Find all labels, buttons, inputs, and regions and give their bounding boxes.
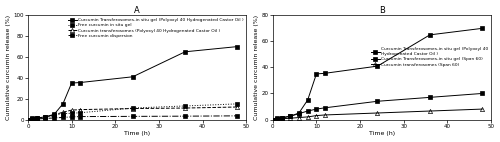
Curcumin transferosomes (Polyoxyl 40 Hydrogenated Castor Oil ) [51, 114, 57, 116]
Curcumin transferosomes (Span 60) [287, 117, 293, 119]
Curcumin Transferosomes-in situ gel (Polyoxyl 40
Hydrogenated Castor Oil ) [314, 73, 320, 75]
Free curcumin dispersion [68, 116, 74, 118]
Free curcumin in situ gel [130, 107, 136, 109]
Curcumin transferosomes (Span 60) [479, 108, 485, 110]
Curcumin Transferosomes-in situ gel (Polyoxyl 40
Hydrogenated Castor Oil ) [374, 65, 380, 67]
X-axis label: Time (h): Time (h) [369, 131, 395, 136]
Free curcumin in situ gel [25, 119, 31, 120]
Curcumin transferosomes (Polyoxyl 40 Hydrogenated Castor Oil ) [234, 106, 240, 108]
Curcumin Transferosomes-in situ gel (Polyoxyl 40 Hydrogenated Castor Oil ) [234, 46, 240, 47]
Curcumin transferosomes (Polyoxyl 40 Hydrogenated Castor Oil ) [130, 108, 136, 109]
Curcumin transferosomes (Polyoxyl 40 Hydrogenated Castor Oil ) [34, 118, 40, 119]
Curcumin transferosomes (Polyoxyl 40 Hydrogenated Castor Oil ) [30, 118, 36, 120]
Curcumin transferosomes (Polyoxyl 40 Hydrogenated Castor Oil ) [42, 116, 48, 118]
Line: Free curcumin in situ gel: Free curcumin in situ gel [26, 102, 240, 122]
Curcumin transferosomes (Span 60) [374, 112, 380, 114]
Free curcumin dispersion [30, 118, 36, 120]
Curcumin Transferosomes-in situ gel (Polyoxyl 40
Hydrogenated Castor Oil ) [296, 112, 302, 114]
Line: Curcumin transferosomes (Polyoxyl 40 Hydrogenated Castor Oil ): Curcumin transferosomes (Polyoxyl 40 Hyd… [26, 105, 240, 122]
Curcumin transferosomes (Polyoxyl 40 Hydrogenated Castor Oil ) [25, 119, 31, 120]
Free curcumin dispersion [234, 115, 240, 117]
Curcumin Transferosomes-in situ gel (Polyoxyl 40
Hydrogenated Castor Oil ) [287, 115, 293, 117]
Title: B: B [379, 6, 385, 15]
Free curcumin in situ gel [34, 118, 40, 119]
Free curcumin in situ gel [68, 112, 74, 114]
Curcumin transferosomes (Polyoxyl 40 Hydrogenated Castor Oil ) [60, 111, 66, 113]
Y-axis label: Cumulative curcumin release (%): Cumulative curcumin release (%) [6, 15, 10, 120]
Free curcumin in situ gel [78, 112, 84, 114]
Curcumin Transferosomes-in situ gel (Polyoxyl 40 Hydrogenated Castor Oil ) [25, 119, 31, 120]
Curcumin transferosomes (Span 60) [296, 117, 302, 118]
Curcumin transferosomes (Span 60) [427, 110, 433, 112]
Legend: Curcumin Transferosomes-in situ gel (Polyoxyl 40
Hydrogenated Castor Oil ), Curc: Curcumin Transferosomes-in situ gel (Pol… [370, 47, 488, 67]
Free curcumin in situ gel [42, 117, 48, 118]
Free curcumin dispersion [51, 117, 57, 119]
Free curcumin dispersion [182, 115, 188, 117]
Curcumin Transferosomes-in situ gel (Span 60) [322, 107, 328, 109]
Curcumin Transferosomes-in situ gel (Polyoxyl 40
Hydrogenated Castor Oil ) [304, 99, 310, 101]
Line: Free curcumin dispersion: Free curcumin dispersion [26, 114, 240, 122]
Curcumin Transferosomes-in situ gel (Span 60) [278, 117, 284, 119]
Curcumin Transferosomes-in situ gel (Polyoxyl 40 Hydrogenated Castor Oil ) [182, 51, 188, 53]
Free curcumin in situ gel [234, 103, 240, 105]
Free curcumin dispersion [60, 117, 66, 118]
Curcumin transferosomes (Polyoxyl 40 Hydrogenated Castor Oil ) [182, 107, 188, 109]
Free curcumin in situ gel [60, 113, 66, 115]
Curcumin Transferosomes-in situ gel (Polyoxyl 40
Hydrogenated Castor Oil ) [479, 28, 485, 29]
Curcumin transferosomes (Span 60) [322, 114, 328, 116]
Curcumin Transferosomes-in situ gel (Polyoxyl 40 Hydrogenated Castor Oil ) [42, 116, 48, 118]
Curcumin Transferosomes-in situ gel (Polyoxyl 40
Hydrogenated Castor Oil ) [274, 117, 280, 119]
Curcumin Transferosomes-in situ gel (Span 60) [287, 115, 293, 117]
Curcumin Transferosomes-in situ gel (Polyoxyl 40 Hydrogenated Castor Oil ) [78, 82, 84, 83]
Curcumin Transferosomes-in situ gel (Polyoxyl 40 Hydrogenated Castor Oil ) [60, 103, 66, 105]
Free curcumin in situ gel [182, 105, 188, 107]
Curcumin transferosomes (Span 60) [278, 118, 284, 120]
Line: Curcumin Transferosomes-in situ gel (Polyoxyl 40
Hydrogenated Castor Oil ): Curcumin Transferosomes-in situ gel (Pol… [270, 26, 484, 122]
Free curcumin dispersion [78, 116, 84, 117]
Line: Curcumin Transferosomes-in situ gel (Span 60): Curcumin Transferosomes-in situ gel (Spa… [270, 91, 484, 122]
Line: Curcumin Transferosomes-in situ gel (Polyoxyl 40 Hydrogenated Castor Oil ): Curcumin Transferosomes-in situ gel (Pol… [26, 44, 240, 122]
Free curcumin in situ gel [30, 118, 36, 120]
Curcumin Transferosomes-in situ gel (Span 60) [274, 118, 280, 120]
Curcumin transferosomes (Span 60) [304, 116, 310, 118]
Curcumin Transferosomes-in situ gel (Polyoxyl 40 Hydrogenated Castor Oil ) [34, 117, 40, 119]
Curcumin transferosomes (Span 60) [270, 119, 276, 120]
Free curcumin dispersion [25, 119, 31, 120]
Free curcumin dispersion [42, 118, 48, 119]
Curcumin transferosomes (Span 60) [314, 115, 320, 116]
Curcumin Transferosomes-in situ gel (Polyoxyl 40 Hydrogenated Castor Oil ) [68, 82, 74, 84]
X-axis label: Time (h): Time (h) [124, 131, 150, 136]
Line: Curcumin transferosomes (Span 60): Curcumin transferosomes (Span 60) [270, 107, 484, 122]
Free curcumin dispersion [130, 116, 136, 117]
Curcumin Transferosomes-in situ gel (Polyoxyl 40
Hydrogenated Castor Oil ) [427, 34, 433, 36]
Y-axis label: Cumulative curcumin release (%): Cumulative curcumin release (%) [254, 15, 259, 120]
Title: A: A [134, 6, 140, 15]
Curcumin transferosomes (Polyoxyl 40 Hydrogenated Castor Oil ) [68, 109, 74, 111]
Curcumin Transferosomes-in situ gel (Span 60) [314, 108, 320, 110]
Curcumin Transferosomes-in situ gel (Polyoxyl 40 Hydrogenated Castor Oil ) [130, 76, 136, 78]
Curcumin Transferosomes-in situ gel (Span 60) [427, 97, 433, 98]
Curcumin Transferosomes-in situ gel (Span 60) [374, 100, 380, 102]
Free curcumin dispersion [34, 118, 40, 120]
Curcumin Transferosomes-in situ gel (Span 60) [479, 93, 485, 94]
Curcumin Transferosomes-in situ gel (Polyoxyl 40
Hydrogenated Castor Oil ) [278, 117, 284, 118]
Curcumin Transferosomes-in situ gel (Polyoxyl 40
Hydrogenated Castor Oil ) [270, 119, 276, 120]
Curcumin Transferosomes-in situ gel (Polyoxyl 40 Hydrogenated Castor Oil ) [51, 113, 57, 115]
Curcumin Transferosomes-in situ gel (Polyoxyl 40
Hydrogenated Castor Oil ) [322, 72, 328, 74]
Curcumin transferosomes (Polyoxyl 40 Hydrogenated Castor Oil ) [78, 109, 84, 110]
Curcumin Transferosomes-in situ gel (Polyoxyl 40 Hydrogenated Castor Oil ) [30, 118, 36, 119]
Curcumin Transferosomes-in situ gel (Span 60) [296, 113, 302, 114]
Curcumin Transferosomes-in situ gel (Span 60) [304, 110, 310, 112]
Curcumin transferosomes (Span 60) [274, 118, 280, 120]
Free curcumin in situ gel [51, 114, 57, 116]
Legend: Curcumin Transferosomes-in situ gel (Polyoxyl 40 Hydrogenated Castor Oil ), Free: Curcumin Transferosomes-in situ gel (Pol… [67, 18, 244, 38]
Curcumin Transferosomes-in situ gel (Span 60) [270, 119, 276, 120]
